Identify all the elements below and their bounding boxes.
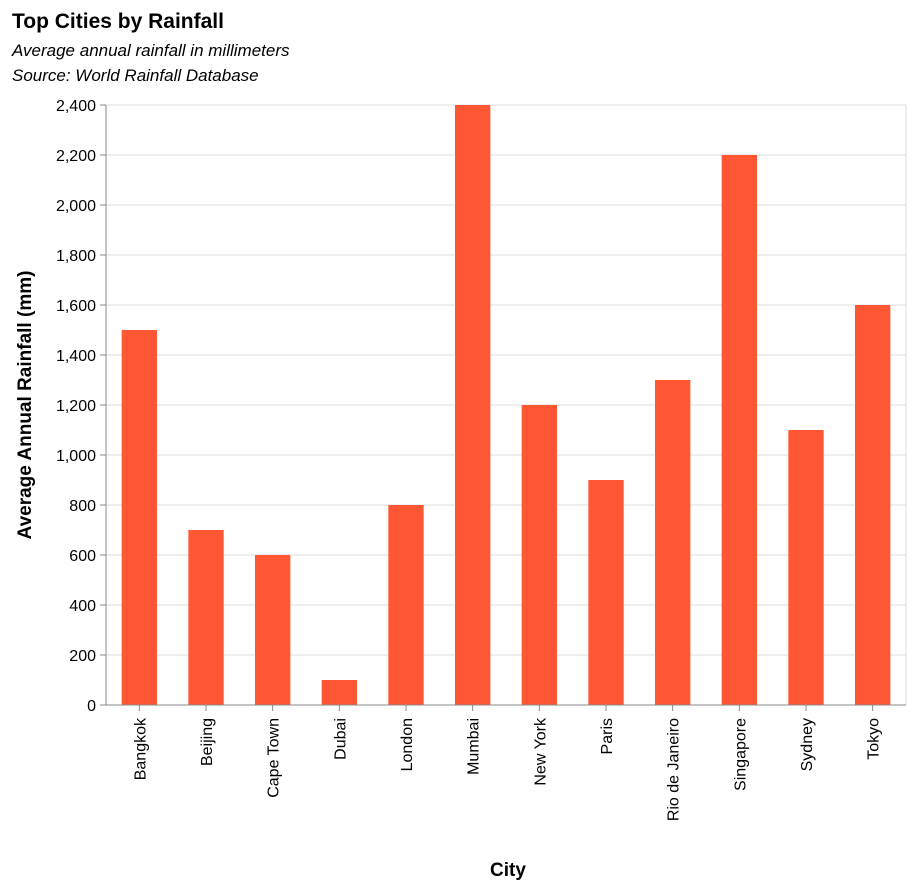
axes: 0 200 400 600 800 1,000 1,200 1,400 1,600 1,800 2,…	[56, 98, 906, 821]
bar	[788, 430, 824, 705]
x-tick-label: Tokyo	[866, 718, 883, 760]
bar	[321, 680, 357, 705]
y-tick-label: 2,200	[56, 148, 96, 165]
y-tick-label: 1,000	[56, 448, 96, 465]
y-tick-label: 1,800	[56, 248, 96, 265]
bar	[521, 405, 557, 705]
bars	[121, 105, 891, 705]
y-tick-label: 200	[69, 648, 96, 665]
bar	[388, 505, 424, 705]
x-tick-label: London	[399, 718, 416, 771]
x-tick-label: Rio de Janeiro	[666, 718, 683, 821]
bar	[588, 480, 624, 705]
gridlines	[106, 104, 907, 706]
x-tick-label: Beijing	[199, 718, 216, 766]
bar	[655, 380, 691, 705]
y-tick-label: 1,200	[56, 398, 96, 415]
y-tick-label: 2,400	[56, 98, 96, 115]
x-tick-label: Sydney	[799, 718, 816, 771]
y-tick-label: 800	[69, 498, 96, 515]
y-tick-label: 1,400	[56, 348, 96, 365]
chart-subtitle-line-1: Average annual rainfall in millimeters	[11, 41, 290, 60]
bar	[121, 330, 157, 705]
x-axis-title: City	[490, 860, 526, 881]
bar	[455, 105, 491, 705]
x-tick-label: Dubai	[332, 718, 349, 760]
x-tick-label: Paris	[599, 718, 616, 754]
x-tick-label: Cape Town	[266, 718, 283, 798]
bar	[721, 155, 757, 705]
y-tick-label: 0	[87, 698, 96, 715]
x-tick-label: Singapore	[732, 718, 749, 791]
x-tick-label: Bangkok	[132, 717, 149, 780]
y-tick-label: 600	[69, 548, 96, 565]
bar	[188, 530, 224, 705]
y-tick-label: 400	[69, 598, 96, 615]
bar	[255, 555, 291, 705]
bar	[855, 305, 891, 705]
chart-subtitle-line-2: Source: World Rainfall Database	[12, 66, 259, 85]
y-tick-label: 2,000	[56, 198, 96, 215]
chart-title: Top Cities by Rainfall	[12, 10, 224, 33]
y-axis-title: Average Annual Rainfall (mm)	[15, 271, 36, 540]
x-tick-label: Mumbai	[466, 718, 483, 775]
x-tick-label: New York	[532, 717, 549, 786]
y-tick-label: 1,600	[56, 298, 96, 315]
